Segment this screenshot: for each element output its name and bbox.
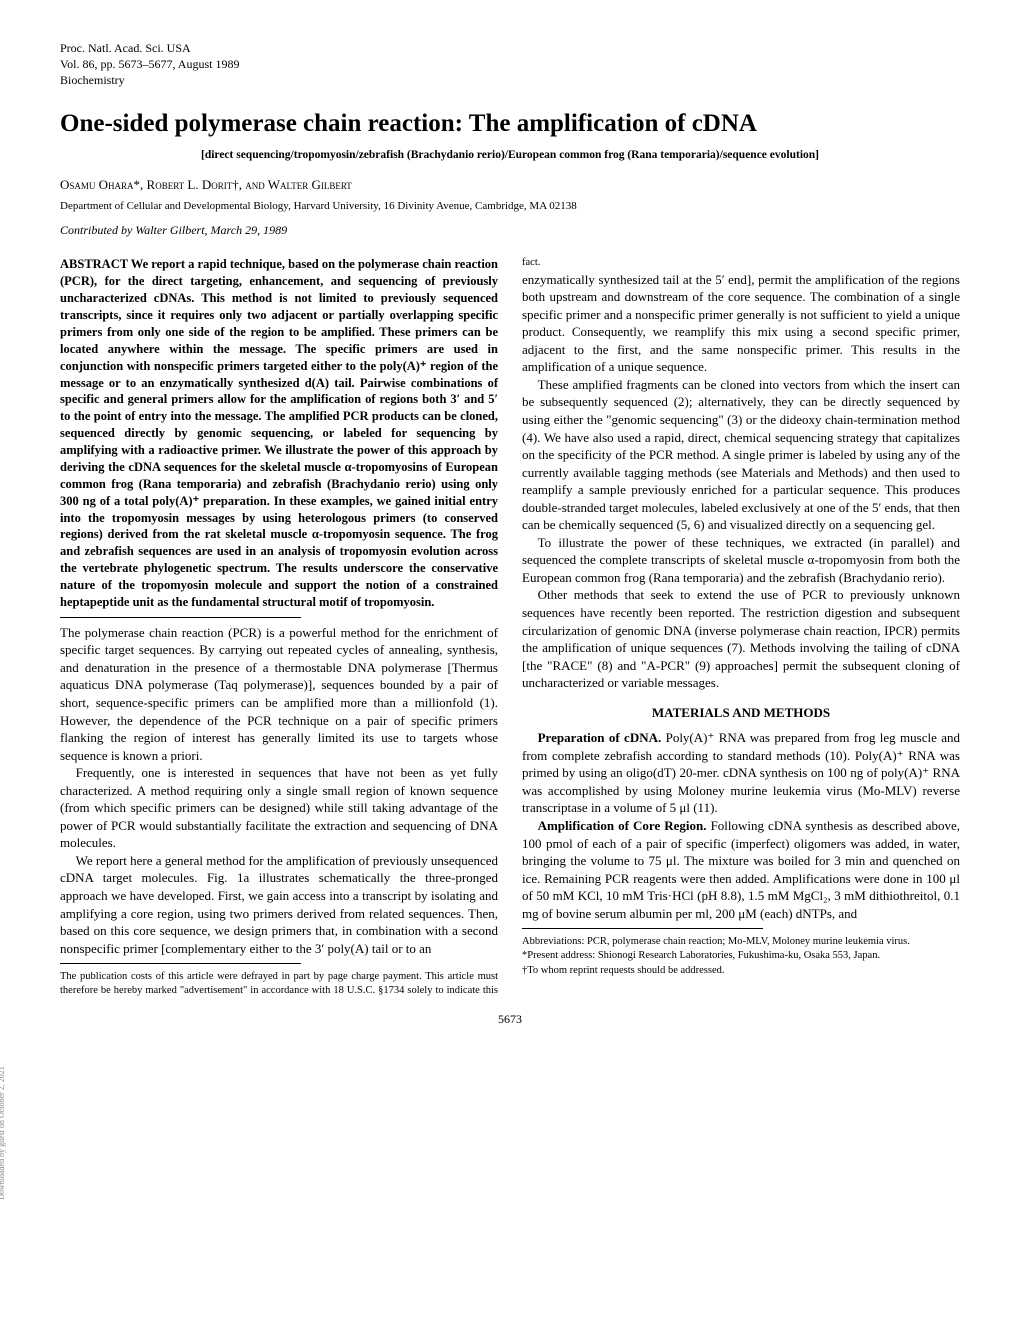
intro-paragraph-2: Frequently, one is interested in sequenc…	[60, 764, 498, 852]
affiliation: Department of Cellular and Developmental…	[60, 199, 960, 214]
abstract-divider	[60, 617, 301, 618]
methods-p1-label: Preparation of cDNA.	[538, 730, 662, 745]
methods-paragraph-2: Amplification of Core Region. Following …	[522, 817, 960, 922]
volume-info: Vol. 86, pp. 5673–5677, August 1989	[60, 56, 960, 72]
col2-paragraph-4: Other methods that seek to extend the us…	[522, 586, 960, 691]
methods-p2-label: Amplification of Core Region.	[538, 818, 707, 833]
methods-p2-text: Following cDNA synthesis as described ab…	[522, 818, 960, 921]
footnote-divider-right	[522, 928, 763, 929]
article-subtitle: [direct sequencing/tropomyosin/zebrafish…	[60, 148, 960, 164]
address-footnote-2: †To whom reprint requests should be addr…	[522, 964, 960, 978]
address-footnote-1: *Present address: Shionogi Research Labo…	[522, 949, 960, 963]
methods-heading: MATERIALS AND METHODS	[522, 704, 960, 722]
download-watermark: Downloaded by guest on October 2, 2021	[0, 1066, 8, 1200]
methods-paragraph-1: Preparation of cDNA. Poly(A)⁺ RNA was pr…	[522, 729, 960, 817]
footnote-divider-left	[60, 963, 301, 964]
col2-paragraph-1: enzymatically synthesized tail at the 5′…	[522, 271, 960, 376]
article-title: One-sided polymerase chain reaction: The…	[60, 107, 960, 141]
page-number: 5673	[60, 1011, 960, 1027]
section-name: Biochemistry	[60, 72, 960, 88]
journal-name: Proc. Natl. Acad. Sci. USA	[60, 40, 960, 56]
abbreviations-footnote: Abbreviations: PCR, polymerase chain rea…	[522, 935, 960, 949]
body-columns: ABSTRACT We report a rapid technique, ba…	[60, 256, 960, 998]
authors: Osamu Ohara*, Robert L. Dorit†, and Walt…	[60, 176, 960, 194]
intro-paragraph-3: We report here a general method for the …	[60, 852, 498, 957]
contributed-line: Contributed by Walter Gilbert, March 29,…	[60, 222, 960, 238]
abstract-block: ABSTRACT We report a rapid technique, ba…	[60, 256, 498, 610]
col2-paragraph-2: These amplified fragments can be cloned …	[522, 376, 960, 534]
abstract-text: We report a rapid technique, based on th…	[60, 257, 498, 609]
journal-header: Proc. Natl. Acad. Sci. USA Vol. 86, pp. …	[60, 40, 960, 89]
abstract-label: ABSTRACT	[60, 257, 128, 271]
col2-paragraph-3: To illustrate the power of these techniq…	[522, 534, 960, 587]
intro-paragraph-1: The polymerase chain reaction (PCR) is a…	[60, 624, 498, 764]
